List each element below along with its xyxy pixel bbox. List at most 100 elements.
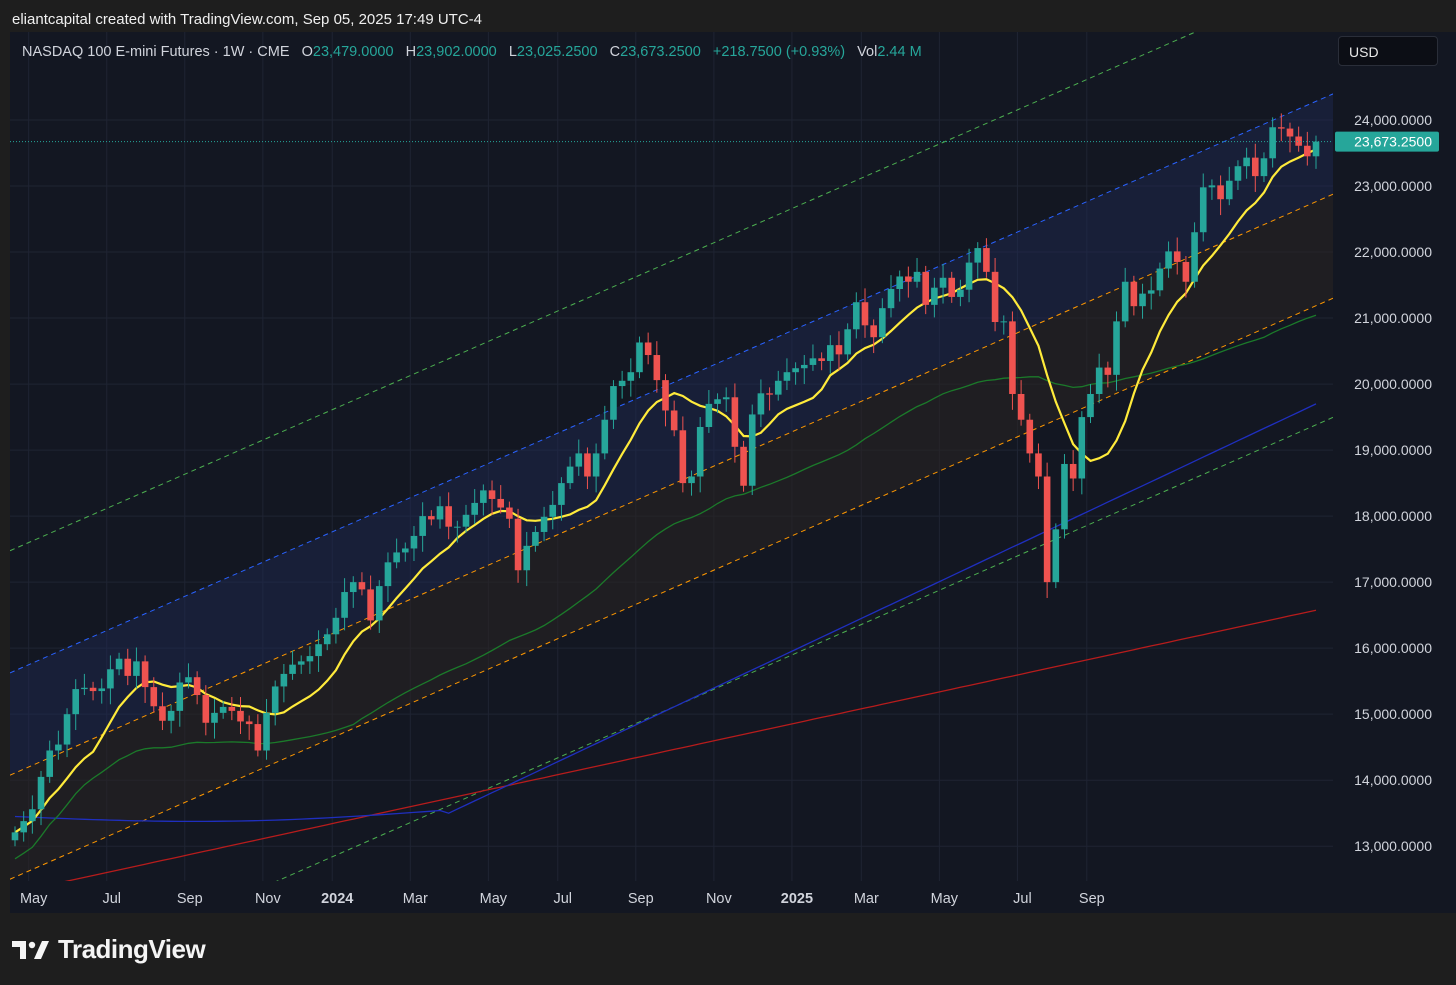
candle-body — [879, 308, 886, 338]
candle-body — [263, 712, 270, 751]
candle-body — [705, 403, 713, 427]
candle-body — [800, 364, 808, 369]
candle-body — [922, 271, 929, 305]
symbol-title[interactable]: NASDAQ 100 E-mini Futures · 1W · CME — [22, 44, 290, 60]
candle-body — [115, 658, 123, 670]
candle-body — [367, 589, 374, 621]
candle-body — [1069, 463, 1077, 479]
candle-body — [1078, 417, 1086, 479]
candle-body — [566, 466, 574, 484]
x-tick-label: Sep — [1079, 891, 1105, 907]
candle-body — [1286, 128, 1294, 137]
candle-body — [428, 516, 435, 520]
candle-body — [766, 393, 773, 395]
candle-body — [540, 516, 548, 532]
candle-body — [757, 393, 765, 415]
candle-body — [1295, 136, 1302, 146]
candle-body — [931, 287, 938, 305]
candle-body — [627, 372, 635, 381]
candle-body — [948, 277, 956, 297]
candle-body — [185, 677, 192, 683]
symbol-legend: NASDAQ 100 E-mini Futures · 1W · CME O23… — [22, 44, 922, 60]
candle-body — [1199, 187, 1207, 233]
candle-body — [1052, 529, 1060, 583]
candle-body — [1139, 293, 1146, 307]
candle-body — [1173, 251, 1181, 262]
candle-body — [670, 410, 678, 431]
candle-body — [306, 656, 314, 662]
brand-name: TradingView — [58, 934, 206, 964]
x-tick-label: May — [931, 891, 959, 907]
candle-body — [480, 490, 487, 503]
candle-body — [297, 661, 305, 665]
candle-body — [488, 490, 496, 499]
y-tick-label: 20,000.0000 — [1354, 376, 1432, 392]
channel-upper-fill — [10, 93, 1333, 776]
change-value: +218.7500 (+0.93%) — [712, 44, 846, 60]
channel-upper-line — [10, 93, 1333, 674]
x-tick-label: 2024 — [321, 891, 353, 907]
candle-body — [72, 689, 80, 715]
plot-area — [10, 32, 1333, 881]
candle-body — [11, 832, 19, 841]
candle-body — [436, 506, 444, 520]
candle-body — [610, 386, 617, 420]
volume-value: 2.44 M — [877, 44, 922, 60]
candle-body — [644, 342, 652, 356]
candle-body — [783, 372, 791, 381]
candle-body — [107, 669, 114, 689]
candle-body — [748, 414, 756, 486]
candle-body — [1251, 157, 1259, 177]
y-tick-label: 19,000.0000 — [1354, 442, 1432, 458]
candle-body — [965, 262, 973, 290]
currency-button[interactable]: USD — [1338, 36, 1438, 66]
candle-body — [315, 644, 322, 657]
y-tick-label: 17,000.0000 — [1354, 574, 1432, 590]
y-tick-label: 21,000.0000 — [1354, 310, 1432, 326]
candle-body — [133, 661, 140, 676]
candle-body — [81, 687, 88, 690]
candle-body — [983, 248, 990, 272]
candle-body — [1165, 251, 1172, 269]
candle-body — [323, 634, 331, 645]
channel-outer-upper-line — [10, 32, 1197, 552]
candle-body — [809, 358, 817, 365]
price-axis[interactable] — [1333, 32, 1456, 913]
last-price-label: 23,673.2500 — [1354, 134, 1432, 150]
candle-body — [445, 506, 452, 527]
candle-body — [740, 446, 747, 486]
candle-body — [402, 548, 409, 553]
candle-body — [974, 248, 982, 263]
candle-body — [462, 514, 470, 527]
y-tick-label: 18,000.0000 — [1354, 508, 1432, 524]
candle-body — [497, 498, 505, 508]
x-tick-label: Nov — [706, 891, 733, 907]
candle-body — [991, 271, 999, 323]
candle-body — [167, 710, 175, 721]
candle-body — [228, 706, 236, 711]
candle-body — [913, 271, 921, 282]
candle-body — [37, 776, 45, 810]
candle-body — [349, 582, 357, 593]
candle-body — [558, 483, 565, 505]
candle-body — [731, 397, 739, 447]
candle-body — [939, 277, 947, 288]
candle-body — [46, 750, 53, 777]
candle-body — [89, 687, 97, 692]
candle-body — [722, 397, 730, 400]
candle-body — [393, 552, 400, 563]
high-value: 23,902.0000 — [416, 44, 497, 60]
tradingview-brand[interactable]: TradingView — [12, 934, 206, 965]
x-tick-label: Sep — [177, 891, 203, 907]
candle-body — [688, 476, 695, 484]
candle-body — [1217, 185, 1224, 200]
candle-body — [410, 535, 418, 549]
candle-body — [1260, 158, 1268, 177]
candle-body — [289, 664, 296, 674]
candle-body — [375, 586, 383, 621]
candle-body — [280, 673, 288, 687]
channel-lower-fill — [10, 194, 1333, 880]
candle-body — [818, 358, 825, 361]
high-label: H — [405, 44, 417, 60]
